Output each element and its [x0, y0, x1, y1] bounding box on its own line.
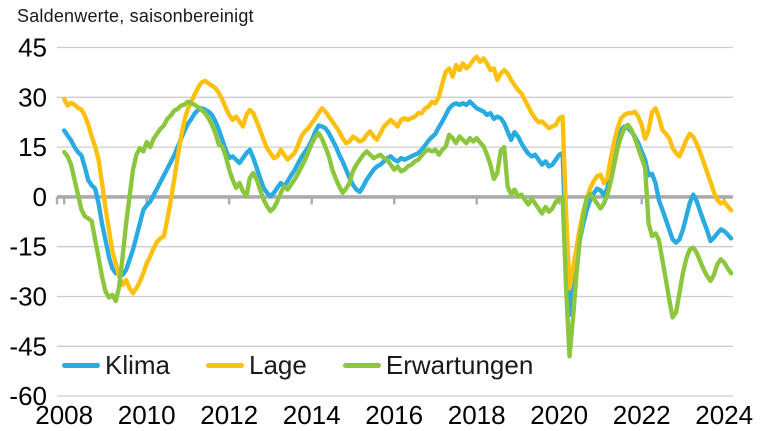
x-tick-label: 2016: [365, 400, 423, 430]
y-tick-label: 15: [18, 132, 47, 162]
lage-line-swatch: [206, 362, 245, 368]
x-tick-label: 2018: [448, 400, 506, 430]
legend-item-erwartungen: Erwartungen: [342, 350, 534, 380]
x-tick-label: 2020: [530, 400, 588, 430]
y-tick-label: 30: [18, 82, 47, 112]
erwartungen-line-swatch: [342, 362, 381, 368]
klima-line-swatch: [62, 362, 100, 368]
x-tick-label: 2012: [200, 400, 258, 430]
legend-item-lage: Lage: [206, 352, 307, 378]
y-tick-label: -30: [9, 282, 47, 312]
series-line-lage: [61, 54, 734, 296]
y-tick-label: -15: [9, 232, 47, 262]
chart-title: Saldenwerte, saisonbereinigt: [17, 6, 254, 26]
legend-label-klima: Klima: [105, 350, 171, 380]
y-tick-label: -45: [9, 331, 47, 361]
x-tick-label: 2022: [613, 400, 671, 430]
x-tick-label: 2014: [283, 400, 341, 430]
legend-label-erwartungen: Erwartungen: [385, 350, 534, 380]
x-tick-label: 2008: [35, 400, 93, 430]
y-tick-label: 0: [33, 182, 47, 212]
series-line-klima: [61, 99, 734, 317]
x-tick-label: 2010: [118, 400, 176, 430]
gridlines-group: [57, 46, 733, 397]
y-tick-label: 45: [18, 33, 47, 63]
series-group: [61, 54, 734, 359]
series-line-erwartungen: [61, 99, 734, 359]
x-tick-label: 2024: [695, 400, 753, 430]
legend: Klima Lage Erwartungen: [62, 352, 533, 378]
legend-label-lage: Lage: [249, 350, 307, 380]
legend-item-klima: Klima: [62, 352, 170, 378]
y-tick-label: -60: [9, 381, 47, 411]
